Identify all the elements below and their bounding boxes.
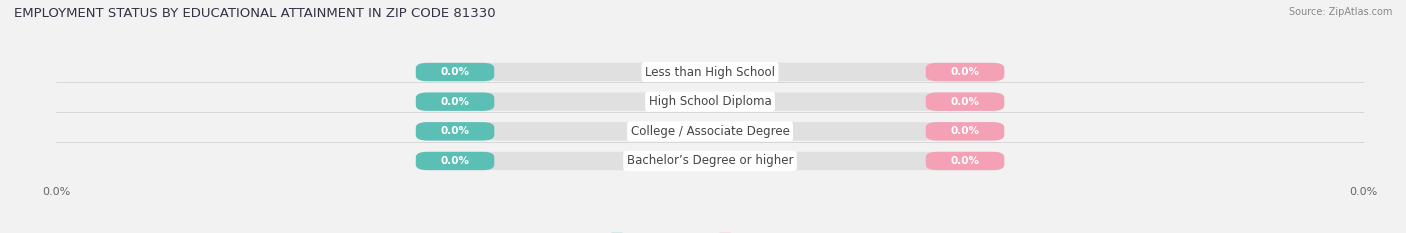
FancyBboxPatch shape bbox=[416, 63, 1004, 81]
FancyBboxPatch shape bbox=[416, 152, 495, 170]
Text: Source: ZipAtlas.com: Source: ZipAtlas.com bbox=[1288, 7, 1392, 17]
Text: 0.0%: 0.0% bbox=[950, 67, 980, 77]
FancyBboxPatch shape bbox=[416, 63, 495, 81]
FancyBboxPatch shape bbox=[416, 93, 495, 111]
Text: 0.0%: 0.0% bbox=[440, 126, 470, 136]
FancyBboxPatch shape bbox=[925, 93, 1004, 111]
Text: EMPLOYMENT STATUS BY EDUCATIONAL ATTAINMENT IN ZIP CODE 81330: EMPLOYMENT STATUS BY EDUCATIONAL ATTAINM… bbox=[14, 7, 496, 20]
FancyBboxPatch shape bbox=[925, 63, 1004, 81]
Text: 0.0%: 0.0% bbox=[440, 67, 470, 77]
Text: 0.0%: 0.0% bbox=[950, 97, 980, 107]
Text: Bachelor’s Degree or higher: Bachelor’s Degree or higher bbox=[627, 154, 793, 168]
Text: 0.0%: 0.0% bbox=[950, 156, 980, 166]
Legend: In Labor Force, Unemployed: In Labor Force, Unemployed bbox=[606, 229, 814, 233]
Text: 0.0%: 0.0% bbox=[950, 126, 980, 136]
FancyBboxPatch shape bbox=[416, 122, 495, 140]
FancyBboxPatch shape bbox=[416, 93, 1004, 111]
Text: Less than High School: Less than High School bbox=[645, 65, 775, 79]
FancyBboxPatch shape bbox=[416, 122, 1004, 140]
Text: College / Associate Degree: College / Associate Degree bbox=[631, 125, 789, 138]
FancyBboxPatch shape bbox=[925, 122, 1004, 140]
FancyBboxPatch shape bbox=[925, 152, 1004, 170]
Text: High School Diploma: High School Diploma bbox=[648, 95, 772, 108]
Text: 0.0%: 0.0% bbox=[440, 97, 470, 107]
FancyBboxPatch shape bbox=[416, 152, 1004, 170]
Text: 0.0%: 0.0% bbox=[440, 156, 470, 166]
